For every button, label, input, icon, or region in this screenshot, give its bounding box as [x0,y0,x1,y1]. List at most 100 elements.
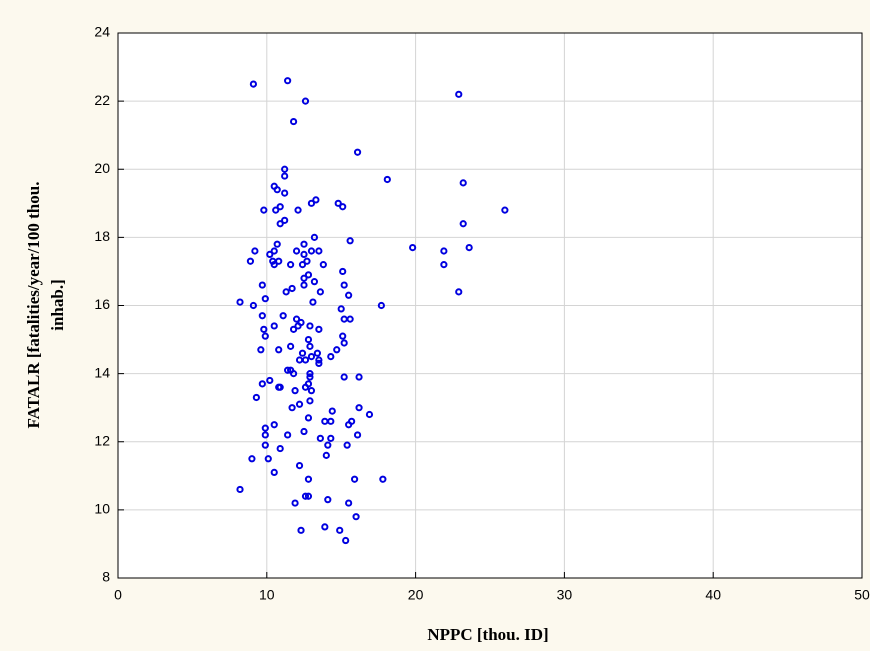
point [258,380,266,388]
point [304,414,313,422]
point [292,315,301,323]
point [307,352,316,361]
point [281,216,289,224]
point [264,455,272,463]
point [315,359,323,368]
point [246,257,255,265]
point [310,278,319,286]
point [289,325,298,333]
point [281,165,289,173]
point [261,431,269,439]
point [270,322,278,330]
point [275,257,283,265]
point [279,312,287,320]
x-tick-label: 30 [557,587,573,603]
point [340,281,348,289]
point [337,305,345,313]
point [309,298,317,306]
point [301,97,310,105]
point [383,175,391,184]
point [440,247,448,255]
point [316,288,324,296]
point [339,267,347,276]
point [455,288,463,296]
point [300,281,308,289]
x-axis-title: NPPC [thou. ID] [427,625,548,644]
point [300,240,308,248]
y-axis-title-line: FATALR [fatalities/year/100 thou. [24,182,43,429]
point [258,281,266,289]
point [276,203,284,211]
point [322,451,330,459]
point [355,373,363,381]
point [258,312,266,320]
point [501,206,509,214]
point [270,468,278,477]
x-tick-label: 40 [705,587,721,603]
point [261,332,269,340]
point [346,315,354,323]
point [261,424,269,432]
point [353,148,362,156]
point [327,417,335,425]
point [303,257,311,265]
point [249,301,258,310]
point [346,237,354,245]
point [298,261,307,269]
x-tick-label: 50 [854,587,870,603]
point [300,274,308,282]
x-tick-label: 0 [114,587,122,603]
point [270,421,278,429]
x-tick-label: 10 [259,587,275,603]
point [249,80,258,88]
point [440,261,448,269]
point [307,387,316,395]
point [365,410,374,419]
y-axis-title: FATALR [fatalities/year/100 thou. inhab.… [24,182,67,429]
point [298,349,307,357]
point [306,373,314,381]
x-tick-label: 20 [408,587,424,603]
point [345,421,353,429]
point [284,366,292,374]
point [334,199,342,207]
point [340,373,348,381]
point [300,250,308,259]
point [284,431,292,439]
point [339,203,347,211]
point [315,325,323,333]
point [288,404,296,412]
point [260,325,268,333]
point [355,404,363,412]
point [295,356,304,364]
point [292,247,301,255]
point [273,186,281,194]
y-tick-label: 20 [94,160,110,176]
point [353,431,362,439]
point [377,301,385,310]
point [266,376,274,385]
point [252,393,260,402]
point [270,261,278,269]
point [236,485,244,494]
point [306,342,314,350]
point [319,261,327,269]
point [343,441,351,449]
point [287,342,295,350]
point [345,499,353,507]
point [327,352,335,361]
point [301,492,310,500]
point [350,475,359,483]
point [289,370,298,378]
point [304,492,313,500]
y-axis-title-line: inhab.] [48,279,67,331]
y-tick-label: 22 [94,92,110,108]
point [315,356,323,364]
point [276,220,284,228]
point [459,179,467,187]
y-tick-label: 16 [94,296,110,312]
point [455,90,463,98]
point [321,523,329,531]
point [276,444,284,453]
